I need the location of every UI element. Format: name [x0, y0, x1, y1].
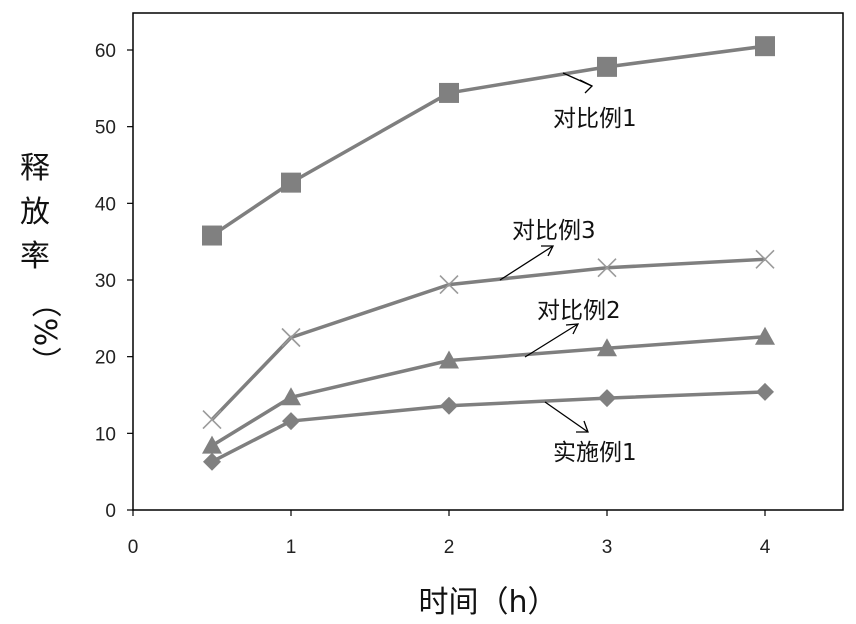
series-label-diamond: 实施例1 — [544, 401, 637, 466]
label-arrow-head — [565, 323, 580, 335]
x-stroke — [755, 249, 775, 269]
data-point-triangle — [202, 435, 222, 454]
data-point-x — [755, 249, 775, 269]
label-arrow-line — [499, 245, 554, 281]
data-point-x — [281, 327, 301, 348]
data-point-triangle — [281, 387, 301, 406]
y-axis-title-unit: （%） — [27, 288, 62, 377]
data-point-diamond — [440, 396, 458, 415]
y-axis-title-char-1: 释 — [20, 151, 50, 186]
x-stroke — [597, 258, 617, 278]
label-arrow-head — [576, 420, 589, 433]
data-point-square — [755, 36, 775, 57]
y-tick-label: 40 — [95, 194, 116, 215]
y-tick-label: 50 — [95, 118, 116, 139]
y-axis-title-char-3: 率 — [20, 239, 50, 274]
series-square — [202, 36, 775, 246]
y-tick-label: 60 — [95, 41, 116, 62]
data-point-x — [439, 275, 459, 295]
y-tick-label: 20 — [95, 348, 116, 369]
label-arrow-head — [541, 245, 555, 257]
label-arrow-line — [524, 323, 579, 358]
y-axis-title-char-2: 放 — [20, 195, 50, 230]
series-label-square: 对比例1 — [553, 72, 637, 132]
series-diamond — [203, 382, 774, 471]
data-point-square — [281, 172, 301, 193]
x-tick-label: 0 — [128, 537, 139, 558]
series-label-triangle: 对比例2 — [524, 298, 621, 358]
x-axis-title: 时间（h） — [418, 585, 557, 620]
data-point-triangle — [439, 350, 459, 369]
plot-frame — [132, 12, 844, 511]
y-axis-title: 释 放 率 （%） — [20, 151, 62, 376]
data-point-square — [439, 82, 459, 103]
x-tick-label: 3 — [602, 537, 613, 558]
series-label-text: 对比例2 — [537, 298, 621, 324]
data-point-triangle — [755, 326, 775, 345]
series-label-text: 对比例3 — [512, 218, 596, 244]
data-point-square — [597, 56, 617, 77]
x-tick-label: 2 — [444, 537, 455, 558]
y-tick-label: 0 — [105, 501, 116, 522]
x-stroke — [202, 409, 222, 430]
series-label-text: 实施例1 — [553, 440, 637, 466]
series-label-x: 对比例3 — [499, 218, 596, 281]
x-stroke — [281, 327, 301, 348]
label-arrow-head — [579, 79, 594, 94]
x-tick-label: 1 — [286, 537, 297, 558]
data-point-diamond — [203, 452, 221, 471]
y-tick-label: 10 — [95, 424, 116, 445]
data-point-diamond — [598, 389, 616, 408]
label-arrow-line — [544, 401, 589, 433]
data-point-square — [202, 225, 222, 246]
series-line — [211, 334, 766, 448]
series-line — [211, 44, 766, 237]
data-point-triangle — [597, 338, 617, 357]
data-point-diamond — [282, 412, 300, 431]
x-tick-label: 4 — [760, 537, 771, 558]
series-label-text: 对比例1 — [553, 106, 637, 132]
data-point-x — [202, 409, 222, 430]
data-point-diamond — [756, 382, 774, 401]
series-x — [202, 249, 775, 430]
data-point-x — [597, 258, 617, 278]
x-stroke — [439, 275, 459, 295]
y-tick-label: 30 — [95, 271, 116, 292]
series-triangle — [202, 326, 775, 454]
